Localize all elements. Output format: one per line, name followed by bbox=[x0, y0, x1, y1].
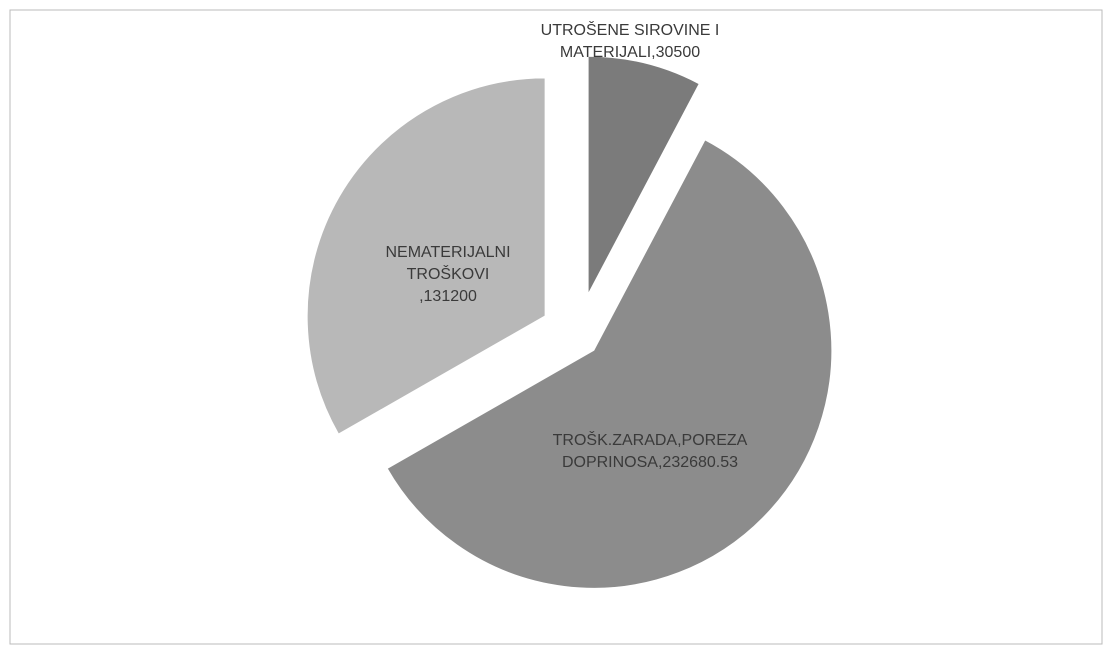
slice-name: NEMATERIJALNI TROŠKOVI bbox=[385, 244, 511, 283]
slice-name: UTROŠENE SIROVINE I MATERIJALI bbox=[540, 22, 720, 61]
data-label: NEMATERIJALNI TROŠKOVI ,131200 bbox=[373, 242, 523, 308]
pie-slice bbox=[306, 77, 546, 435]
pie-slice bbox=[587, 55, 700, 295]
slice-value: ,30500 bbox=[651, 44, 701, 61]
slice-value: ,232680.53 bbox=[657, 454, 739, 471]
slice-name: TROŠK.ZARADA,POREZA DOPRINOSA bbox=[552, 432, 748, 471]
pie-slice bbox=[386, 139, 833, 589]
data-label: UTROŠENE SIROVINE I MATERIJALI,30500 bbox=[530, 20, 730, 64]
slice-value: ,131200 bbox=[419, 288, 477, 305]
data-label: TROŠK.ZARADA,POREZA DOPRINOSA,232680.53 bbox=[525, 430, 775, 474]
